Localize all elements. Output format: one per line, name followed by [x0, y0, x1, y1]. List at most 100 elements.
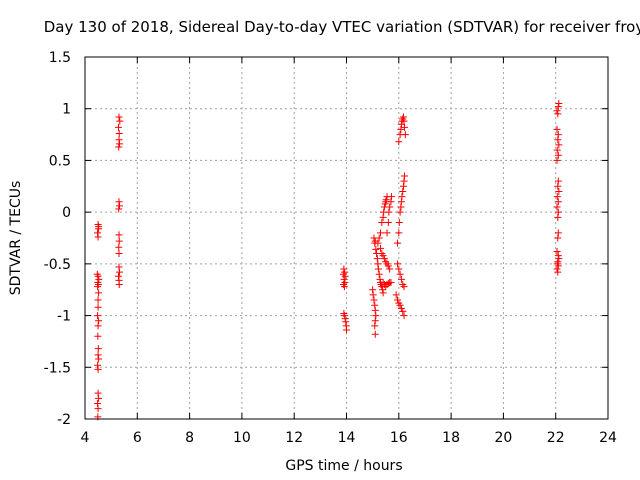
- data-point: [554, 252, 562, 260]
- data-point: [397, 125, 405, 133]
- data-point: [395, 218, 403, 226]
- data-point: [94, 322, 102, 330]
- data-point: [384, 218, 392, 226]
- data-point: [116, 202, 124, 210]
- x-axis-label: GPS time / hours: [285, 458, 402, 474]
- data-point: [553, 107, 561, 115]
- data-point: [396, 270, 404, 278]
- data-point: [340, 275, 348, 283]
- data-point: [386, 265, 394, 273]
- data-point: [369, 291, 377, 299]
- data-point: [371, 330, 379, 338]
- data-point: [398, 193, 406, 201]
- data-point: [554, 131, 562, 139]
- plot-frame: [84, 56, 609, 420]
- x-tick-label: 22: [547, 430, 565, 446]
- data-point: [115, 250, 123, 258]
- data-point: [115, 205, 123, 213]
- y-axis-label: SDTVAR / TECUs: [8, 181, 24, 296]
- data-point: [396, 301, 404, 309]
- data-point: [553, 156, 561, 164]
- data-point: [395, 229, 403, 237]
- data-point: [400, 312, 408, 320]
- data-point: [371, 317, 379, 325]
- data-point: [379, 252, 387, 260]
- x-tick-label: 8: [185, 430, 194, 446]
- data-point: [95, 317, 103, 325]
- data-point: [95, 355, 103, 363]
- data-point: [94, 399, 102, 407]
- data-point: [95, 394, 103, 402]
- data-point: [115, 143, 123, 151]
- data-point: [114, 272, 122, 280]
- data-point: [116, 268, 124, 276]
- x-tick-label: 16: [390, 430, 408, 446]
- data-point: [383, 229, 391, 237]
- x-tick-label: 10: [233, 430, 251, 446]
- data-point: [392, 291, 400, 299]
- data-point: [374, 239, 382, 247]
- data-point: [376, 244, 384, 252]
- data-point: [554, 262, 562, 270]
- data-point: [554, 268, 562, 276]
- data-point: [94, 361, 102, 369]
- data-point: [372, 312, 380, 320]
- data-point: [343, 326, 350, 334]
- x-tick-label: 18: [442, 430, 460, 446]
- y-tick-label: -0.5: [44, 257, 71, 273]
- data-point: [341, 272, 349, 280]
- data-point: [115, 136, 123, 144]
- data-point: [387, 193, 395, 201]
- data-point: [554, 208, 562, 216]
- data-point: [397, 275, 405, 283]
- data-point: [341, 312, 349, 320]
- y-tick-label: -1.5: [44, 360, 71, 376]
- data-point: [115, 130, 123, 138]
- data-point: [393, 239, 401, 247]
- data-point: [115, 281, 123, 289]
- data-point: [553, 203, 561, 211]
- data-point: [116, 140, 124, 148]
- data-point: [554, 182, 562, 190]
- data-point: [115, 231, 123, 239]
- data-point: [94, 332, 102, 340]
- axis-ticks: 4 6 8 10 12 14 16 18 20 22 24 -2 -1.5 -1 -0.5 0 0.5 1 1.5: [44, 50, 617, 446]
- y-tick-label: 0.5: [49, 153, 71, 169]
- data-point: [94, 405, 102, 413]
- data-point: [554, 151, 562, 159]
- data-point: [554, 177, 562, 185]
- data-point: [554, 103, 562, 111]
- data-point: [342, 318, 350, 326]
- data-point: [401, 172, 409, 180]
- data-point: [554, 198, 562, 206]
- data-point: [379, 289, 387, 297]
- data-point: [400, 283, 408, 291]
- data-point: [400, 182, 408, 190]
- data-point: [375, 270, 383, 278]
- data-point: [372, 245, 380, 253]
- data-point: [555, 187, 563, 195]
- data-point: [369, 286, 377, 294]
- data-point: [374, 265, 382, 273]
- data-point: [555, 100, 563, 108]
- data-point: [370, 296, 378, 304]
- data-point: [340, 283, 348, 291]
- data-point: [94, 365, 102, 373]
- data-point: [376, 275, 384, 283]
- data-point: [94, 351, 102, 359]
- data-point: [340, 265, 348, 273]
- data-point: [554, 110, 562, 118]
- data-point: [393, 296, 401, 304]
- x-tick-label: 24: [599, 430, 617, 446]
- data-point: [384, 262, 392, 270]
- data-point: [554, 136, 562, 144]
- y-tick-label: 1.5: [49, 50, 71, 66]
- data-point: [554, 213, 562, 221]
- x-tick-label: 4: [81, 430, 90, 446]
- data-point: [554, 229, 562, 237]
- data-point: [94, 296, 102, 304]
- data-point: [94, 229, 102, 237]
- data-point: [115, 113, 123, 121]
- data-point: [94, 345, 102, 353]
- data-point: [378, 218, 386, 226]
